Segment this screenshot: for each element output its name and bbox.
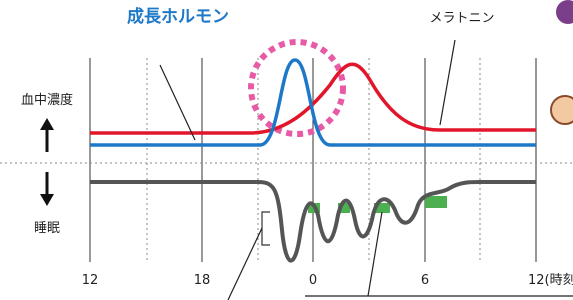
axis-arrows bbox=[40, 118, 54, 206]
time-label: 6 bbox=[421, 273, 429, 288]
time-label: 18 bbox=[194, 273, 211, 288]
character-icons bbox=[551, 0, 573, 124]
time-label: 0 bbox=[309, 273, 317, 288]
growth-hormone-label: 成長ホルモン bbox=[127, 6, 229, 27]
blood-level-label: 血中濃度 bbox=[21, 92, 73, 108]
time-label: 12(時刻) bbox=[528, 273, 573, 288]
grid bbox=[0, 58, 573, 262]
bracket bbox=[262, 212, 270, 245]
melatonin-label: メラトニン bbox=[429, 11, 494, 26]
sleep-label: 睡眠 bbox=[34, 221, 60, 236]
time-label: 12 bbox=[82, 273, 99, 288]
pointers bbox=[160, 40, 573, 300]
diagram: 成長ホルモン メラトニン 血中濃度 睡眠 12 18 0 6 12(時刻) bbox=[0, 0, 573, 300]
